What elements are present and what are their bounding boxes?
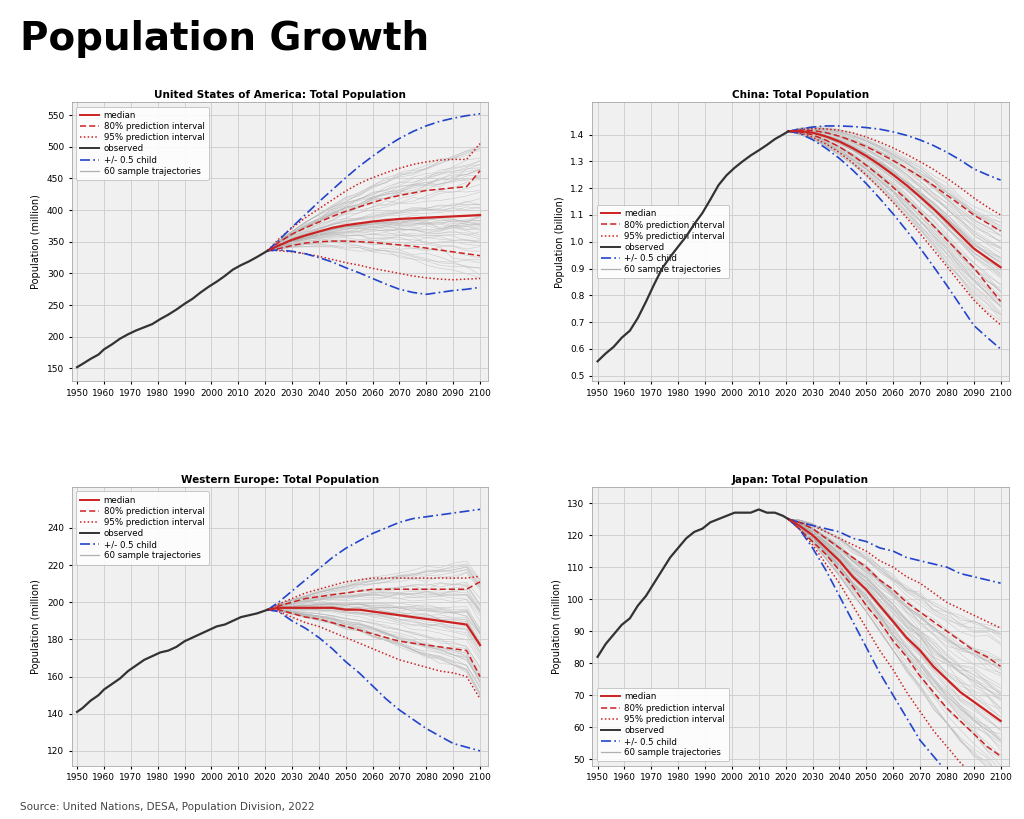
Text: Source: United Nations, DESA, Population Division, 2022: Source: United Nations, DESA, Population… (20, 803, 315, 812)
Y-axis label: Population (million): Population (million) (552, 579, 562, 674)
Y-axis label: Population (million): Population (million) (32, 579, 41, 674)
Legend: median, 80% prediction interval, 95% prediction interval, observed, +/- 0.5 chil: median, 80% prediction interval, 95% pre… (597, 688, 729, 762)
Legend: median, 80% prediction interval, 95% prediction interval, observed, +/- 0.5 chil: median, 80% prediction interval, 95% pre… (597, 205, 729, 278)
Y-axis label: Population (million): Population (million) (32, 194, 41, 289)
Title: China: Total Population: China: Total Population (732, 90, 869, 100)
Legend: median, 80% prediction interval, 95% prediction interval, observed, +/- 0.5 chil: median, 80% prediction interval, 95% pre… (76, 491, 209, 565)
Title: Japan: Total Population: Japan: Total Population (732, 475, 869, 485)
Legend: median, 80% prediction interval, 95% prediction interval, observed, +/- 0.5 chil: median, 80% prediction interval, 95% pre… (76, 106, 209, 180)
Text: Population Growth: Population Growth (20, 20, 430, 58)
Y-axis label: Population (billion): Population (billion) (555, 196, 564, 287)
Title: Western Europe: Total Population: Western Europe: Total Population (181, 475, 379, 485)
Title: United States of America: Total Population: United States of America: Total Populati… (154, 90, 406, 100)
